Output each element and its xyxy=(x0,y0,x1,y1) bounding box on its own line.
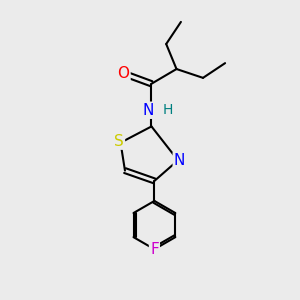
Text: S: S xyxy=(114,134,124,149)
Text: H: H xyxy=(163,103,173,117)
Text: O: O xyxy=(118,66,130,81)
Text: N: N xyxy=(174,153,185,168)
Text: F: F xyxy=(150,242,159,257)
Text: N: N xyxy=(142,103,154,118)
